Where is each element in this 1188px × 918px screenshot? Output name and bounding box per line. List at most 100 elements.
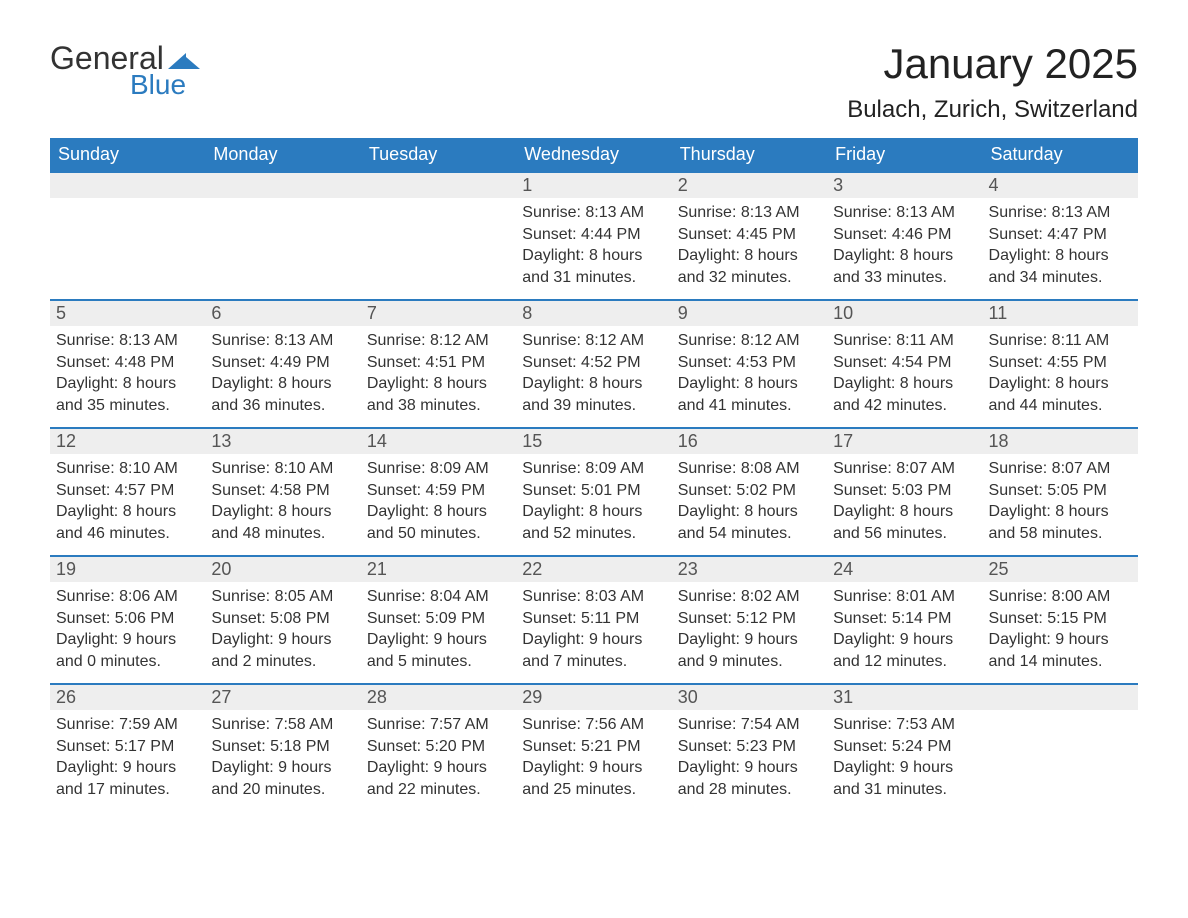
- calendar-day-cell: 15Sunrise: 8:09 AMSunset: 5:01 PMDayligh…: [516, 427, 671, 555]
- day-details: Sunrise: 8:00 AMSunset: 5:15 PMDaylight:…: [983, 582, 1138, 680]
- sunset-line: Sunset: 5:17 PM: [56, 736, 199, 758]
- day-number: 8: [516, 299, 671, 326]
- logo-flag-icon: [168, 51, 196, 69]
- sunrise-line: Sunrise: 8:05 AM: [211, 586, 354, 608]
- day-header: Tuesday: [361, 138, 516, 171]
- day-details: Sunrise: 8:11 AMSunset: 4:55 PMDaylight:…: [983, 326, 1138, 424]
- sunrise-line: Sunrise: 8:08 AM: [678, 458, 821, 480]
- day-details: Sunrise: 8:10 AMSunset: 4:58 PMDaylight:…: [205, 454, 360, 552]
- sunset-line: Sunset: 5:20 PM: [367, 736, 510, 758]
- daylight-line: Daylight: 8 hours and 38 minutes.: [367, 373, 510, 416]
- daylight-line: Daylight: 8 hours and 32 minutes.: [678, 245, 821, 288]
- daylight-line: Daylight: 9 hours and 14 minutes.: [989, 629, 1132, 672]
- calendar-day-cell: 21Sunrise: 8:04 AMSunset: 5:09 PMDayligh…: [361, 555, 516, 683]
- day-details: Sunrise: 7:59 AMSunset: 5:17 PMDaylight:…: [50, 710, 205, 808]
- calendar-day-cell: 27Sunrise: 7:58 AMSunset: 5:18 PMDayligh…: [205, 683, 360, 811]
- day-number: 21: [361, 555, 516, 582]
- day-details: Sunrise: 7:57 AMSunset: 5:20 PMDaylight:…: [361, 710, 516, 808]
- daylight-line: Daylight: 8 hours and 58 minutes.: [989, 501, 1132, 544]
- day-number: 1: [516, 171, 671, 198]
- calendar-day-cell: 30Sunrise: 7:54 AMSunset: 5:23 PMDayligh…: [672, 683, 827, 811]
- daylight-line: Daylight: 8 hours and 54 minutes.: [678, 501, 821, 544]
- day-number: 26: [50, 683, 205, 710]
- sunrise-line: Sunrise: 8:13 AM: [56, 330, 199, 352]
- sunrise-line: Sunrise: 8:00 AM: [989, 586, 1132, 608]
- day-details: Sunrise: 7:56 AMSunset: 5:21 PMDaylight:…: [516, 710, 671, 808]
- sunrise-line: Sunrise: 7:56 AM: [522, 714, 665, 736]
- daylight-line: Daylight: 8 hours and 41 minutes.: [678, 373, 821, 416]
- day-number: [50, 171, 205, 198]
- calendar-day-cell: 9Sunrise: 8:12 AMSunset: 4:53 PMDaylight…: [672, 299, 827, 427]
- logo-text-blue: Blue: [130, 69, 196, 101]
- calendar-week-row: 12Sunrise: 8:10 AMSunset: 4:57 PMDayligh…: [50, 427, 1138, 555]
- calendar-day-cell: 22Sunrise: 8:03 AMSunset: 5:11 PMDayligh…: [516, 555, 671, 683]
- sunrise-line: Sunrise: 8:07 AM: [833, 458, 976, 480]
- calendar-day-cell: 26Sunrise: 7:59 AMSunset: 5:17 PMDayligh…: [50, 683, 205, 811]
- day-details: Sunrise: 8:06 AMSunset: 5:06 PMDaylight:…: [50, 582, 205, 680]
- logo: General Blue: [50, 40, 196, 101]
- header-block: General Blue January 2025 Bulach, Zurich…: [50, 40, 1138, 124]
- daylight-line: Daylight: 9 hours and 25 minutes.: [522, 757, 665, 800]
- day-details: Sunrise: 8:13 AMSunset: 4:46 PMDaylight:…: [827, 198, 982, 296]
- calendar-day-cell: 5Sunrise: 8:13 AMSunset: 4:48 PMDaylight…: [50, 299, 205, 427]
- sunrise-line: Sunrise: 8:07 AM: [989, 458, 1132, 480]
- sunset-line: Sunset: 4:44 PM: [522, 224, 665, 246]
- calendar-day-cell: [983, 683, 1138, 811]
- calendar-day-cell: 18 Sunrise: 8:07 AMSunset: 5:05 PMDayligh…: [983, 427, 1138, 555]
- day-details: Sunrise: 8:09 AMSunset: 5:01 PMDaylight:…: [516, 454, 671, 552]
- sunset-line: Sunset: 5:15 PM: [989, 608, 1132, 630]
- calendar-body: 1Sunrise: 8:13 AMSunset: 4:44 PMDaylight…: [50, 171, 1138, 811]
- day-header: Monday: [205, 138, 360, 171]
- day-details: Sunrise: 8:01 AMSunset: 5:14 PMDaylight:…: [827, 582, 982, 680]
- sunset-line: Sunset: 5:01 PM: [522, 480, 665, 502]
- day-number: 28: [361, 683, 516, 710]
- sunset-line: Sunset: 5:23 PM: [678, 736, 821, 758]
- calendar-day-cell: 23Sunrise: 8:02 AMSunset: 5:12 PMDayligh…: [672, 555, 827, 683]
- sunset-line: Sunset: 5:05 PM: [989, 480, 1132, 502]
- day-number: 3: [827, 171, 982, 198]
- title-block: January 2025 Bulach, Zurich, Switzerland: [847, 40, 1138, 124]
- calendar-day-cell: 4Sunrise: 8:13 AMSunset: 4:47 PMDaylight…: [983, 171, 1138, 299]
- daylight-line: Daylight: 8 hours and 46 minutes.: [56, 501, 199, 544]
- calendar-day-cell: 6Sunrise: 8:13 AMSunset: 4:49 PMDaylight…: [205, 299, 360, 427]
- day-details: Sunrise: 8:13 AMSunset: 4:44 PMDaylight:…: [516, 198, 671, 296]
- sunrise-line: Sunrise: 8:03 AM: [522, 586, 665, 608]
- day-header: Wednesday: [516, 138, 671, 171]
- day-details: Sunrise: 8:12 AMSunset: 4:53 PMDaylight:…: [672, 326, 827, 424]
- daylight-line: Daylight: 8 hours and 56 minutes.: [833, 501, 976, 544]
- sunset-line: Sunset: 5:09 PM: [367, 608, 510, 630]
- calendar-day-cell: 17Sunrise: 8:07 AMSunset: 5:03 PMDayligh…: [827, 427, 982, 555]
- day-number: 5: [50, 299, 205, 326]
- day-number: 11: [983, 299, 1138, 326]
- sunrise-line: Sunrise: 8:13 AM: [211, 330, 354, 352]
- daylight-line: Daylight: 8 hours and 31 minutes.: [522, 245, 665, 288]
- sunrise-line: Sunrise: 8:11 AM: [833, 330, 976, 352]
- sunset-line: Sunset: 5:11 PM: [522, 608, 665, 630]
- sunrise-line: Sunrise: 8:12 AM: [678, 330, 821, 352]
- daylight-line: Daylight: 8 hours and 44 minutes.: [989, 373, 1132, 416]
- sunrise-line: Sunrise: 8:13 AM: [522, 202, 665, 224]
- day-header-row: SundayMondayTuesdayWednesdayThursdayFrid…: [50, 138, 1138, 171]
- sunset-line: Sunset: 5:24 PM: [833, 736, 976, 758]
- day-details: Sunrise: 8:13 AMSunset: 4:49 PMDaylight:…: [205, 326, 360, 424]
- sunrise-line: Sunrise: 8:09 AM: [522, 458, 665, 480]
- day-number: 18: [983, 427, 1138, 454]
- sunrise-line: Sunrise: 8:13 AM: [833, 202, 976, 224]
- calendar-day-cell: 25Sunrise: 8:00 AMSunset: 5:15 PMDayligh…: [983, 555, 1138, 683]
- day-number: [205, 171, 360, 198]
- day-details: Sunrise: 7:53 AMSunset: 5:24 PMDaylight:…: [827, 710, 982, 808]
- daylight-line: Daylight: 9 hours and 2 minutes.: [211, 629, 354, 672]
- sunrise-line: Sunrise: 8:04 AM: [367, 586, 510, 608]
- calendar-day-cell: 16Sunrise: 8:08 AMSunset: 5:02 PMDayligh…: [672, 427, 827, 555]
- daylight-line: Daylight: 9 hours and 9 minutes.: [678, 629, 821, 672]
- day-details: Sunrise: 8:11 AMSunset: 4:54 PMDaylight:…: [827, 326, 982, 424]
- sunrise-line: Sunrise: 7:58 AM: [211, 714, 354, 736]
- calendar-week-row: 19Sunrise: 8:06 AMSunset: 5:06 PMDayligh…: [50, 555, 1138, 683]
- sunrise-line: Sunrise: 7:54 AM: [678, 714, 821, 736]
- calendar-day-cell: 1Sunrise: 8:13 AMSunset: 4:44 PMDaylight…: [516, 171, 671, 299]
- calendar-day-cell: [205, 171, 360, 299]
- day-header: Sunday: [50, 138, 205, 171]
- day-number: 9: [672, 299, 827, 326]
- day-details: Sunrise: 8:03 AMSunset: 5:11 PMDaylight:…: [516, 582, 671, 680]
- day-details: Sunrise: 8:12 AMSunset: 4:51 PMDaylight:…: [361, 326, 516, 424]
